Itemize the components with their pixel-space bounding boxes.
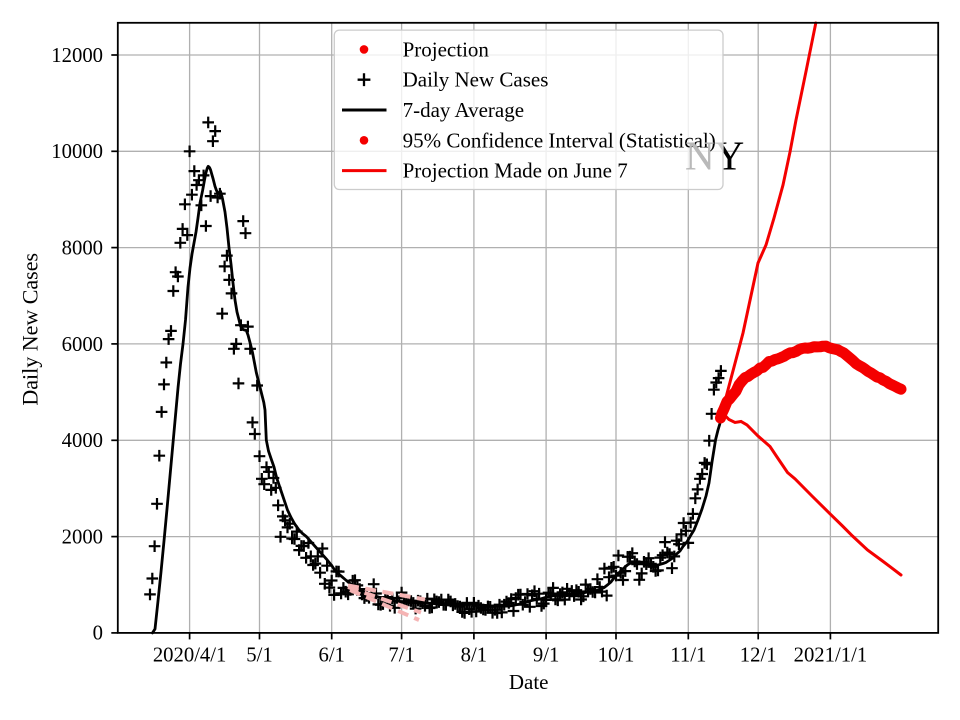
svg-text:6/1: 6/1: [318, 645, 344, 667]
svg-text:12000: 12000: [51, 45, 103, 67]
svg-text:Daily New Cases: Daily New Cases: [18, 253, 43, 406]
svg-text:Projection Made on June 7: Projection Made on June 7: [403, 159, 628, 183]
svg-text:7-day Average: 7-day Average: [403, 98, 524, 122]
svg-text:6000: 6000: [62, 334, 103, 356]
svg-text:95% Confidence Interval (Stati: 95% Confidence Interval (Statistical): [403, 128, 716, 152]
svg-text:8/1: 8/1: [461, 645, 487, 667]
svg-text:2000: 2000: [62, 526, 103, 548]
svg-text:12/1: 12/1: [740, 645, 777, 667]
svg-text:4000: 4000: [62, 430, 103, 452]
svg-text:Daily New Cases: Daily New Cases: [403, 68, 549, 92]
svg-text:11/1: 11/1: [670, 645, 706, 667]
svg-text:10/1: 10/1: [598, 645, 635, 667]
svg-text:N: N: [685, 133, 715, 179]
svg-text:7/1: 7/1: [388, 645, 414, 667]
svg-text:0: 0: [93, 623, 103, 645]
svg-text:Date: Date: [509, 670, 549, 694]
svg-text:5/1: 5/1: [246, 645, 272, 667]
svg-text:2020/4/1: 2020/4/1: [153, 645, 227, 667]
svg-text:10000: 10000: [51, 141, 103, 163]
svg-text:Projection: Projection: [403, 37, 490, 61]
svg-text:8000: 8000: [62, 237, 103, 259]
svg-text:2021/1/1: 2021/1/1: [794, 645, 868, 667]
svg-text:9/1: 9/1: [533, 645, 559, 667]
